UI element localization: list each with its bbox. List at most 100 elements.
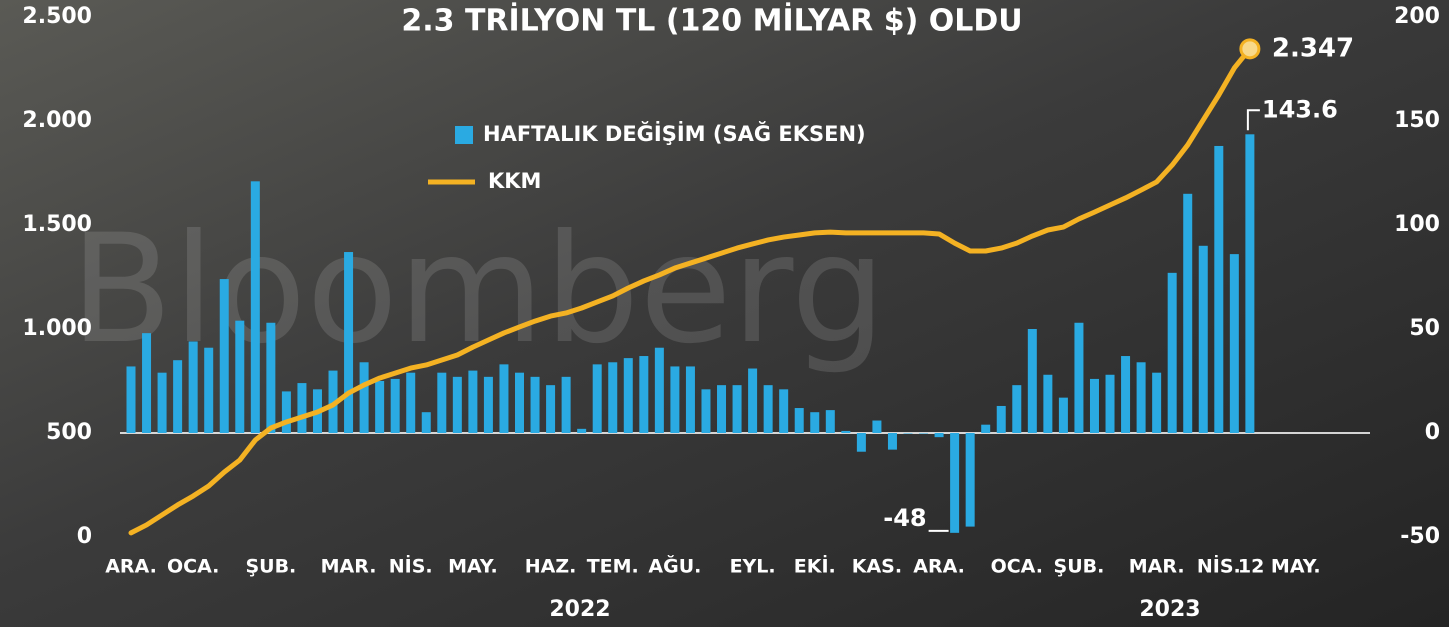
y2-tick-label: -50: [1400, 524, 1440, 549]
bar: [779, 389, 788, 433]
bar: [857, 433, 866, 452]
bar: [422, 412, 431, 433]
bar: [391, 379, 400, 433]
bar: [251, 181, 260, 433]
x-tick-label: EKİ.: [794, 554, 836, 578]
bar-value-label: 143.6: [1262, 95, 1338, 123]
bar: [360, 362, 369, 433]
bar: [935, 433, 944, 437]
bar: [142, 333, 151, 433]
bar: [344, 252, 353, 433]
bar: [1090, 379, 1099, 433]
x-tick-label: TEM.: [587, 556, 639, 578]
x-tick-label: AĞU.: [648, 554, 701, 578]
bar: [904, 433, 913, 434]
y-tick-label: 1.500: [22, 212, 92, 237]
bar: [717, 385, 726, 433]
bar: [1168, 273, 1177, 433]
y2-tick-label: 200: [1394, 4, 1440, 29]
bar: [593, 364, 602, 433]
bar: [841, 431, 850, 433]
bar: [701, 389, 710, 433]
bar: [468, 371, 477, 433]
x-tick-label: 12 MAY.: [1238, 556, 1321, 578]
bar: [624, 358, 633, 433]
bar-value-label: -48: [883, 504, 926, 532]
y2-tick-label: 0: [1425, 420, 1440, 445]
y-tick-label: 2.500: [22, 4, 92, 29]
line-value-label: 2.347: [1272, 33, 1354, 63]
bar: [826, 410, 835, 433]
bar: [531, 377, 540, 433]
bar: [888, 433, 897, 450]
y2-tick-label: 100: [1394, 212, 1440, 237]
bar: [515, 373, 524, 433]
bar: [1199, 246, 1208, 433]
x-tick-label: NİS.: [389, 554, 433, 578]
x-tick-label: HAZ.: [525, 556, 577, 578]
chart-title: 2.3 TRİLYON TL (120 MİLYAR $) OLDU: [401, 3, 1022, 39]
bar: [220, 279, 229, 433]
bar: [406, 373, 415, 433]
legend-label: KKM: [488, 169, 541, 193]
bar: [764, 385, 773, 433]
bar: [1074, 323, 1083, 433]
x-tick-label: ŞUB.: [245, 556, 296, 578]
x-tick-label: ARA.: [913, 556, 965, 578]
bar: [950, 433, 959, 533]
year-label: 2022: [549, 597, 610, 622]
bar: [733, 385, 742, 433]
y-tick-label: 0: [77, 524, 92, 549]
bar: [158, 373, 167, 433]
x-tick-label: EYL.: [730, 556, 776, 578]
bar: [981, 425, 990, 433]
y-tick-label: 1.000: [22, 316, 92, 341]
bar: [1230, 254, 1239, 433]
bar: [484, 377, 493, 433]
y-tick-label: 2.000: [22, 108, 92, 133]
x-tick-label: ARA.: [105, 556, 157, 578]
x-tick-label: ŞUB.: [1054, 556, 1105, 578]
legend-label: HAFTALIK DEĞİŞİM (SAĞ EKSEN): [483, 121, 866, 146]
page: {"chart_data": { "type": "bar-line", "ti…: [0, 0, 1449, 627]
bar: [639, 356, 648, 433]
chart: Bloomberg 2.3 TRİLYON TL (120 MİLYAR $) …: [0, 0, 1449, 627]
x-tick-label: MAR.: [1129, 556, 1185, 578]
bar: [297, 383, 306, 433]
y2-tick-label: 150: [1394, 108, 1440, 133]
bar: [1121, 356, 1130, 433]
bar: [282, 391, 291, 433]
bar: [1183, 194, 1192, 433]
end-point: [1241, 40, 1259, 58]
y2-tick-label: 50: [1409, 316, 1440, 341]
x-tick-label: OCA.: [167, 556, 219, 578]
bar: [670, 366, 679, 433]
bar: [173, 360, 182, 433]
bar: [235, 321, 244, 433]
bar: [546, 385, 555, 433]
year-label: 2023: [1139, 597, 1200, 622]
bar: [919, 433, 928, 434]
x-tick-label: MAR.: [321, 556, 377, 578]
x-tick-label: MAY.: [448, 556, 498, 578]
bar: [562, 377, 571, 433]
x-tick-label: NİS.: [1197, 554, 1241, 578]
bar: [1245, 134, 1254, 433]
bar: [127, 366, 136, 433]
bar: [608, 362, 617, 433]
bar: [437, 373, 446, 433]
bar: [997, 406, 1006, 433]
bar: [204, 348, 213, 433]
bar: [1214, 146, 1223, 433]
bar: [375, 381, 384, 433]
bar: [189, 341, 198, 433]
bar: [1152, 373, 1161, 433]
x-tick-label: KAS.: [852, 556, 902, 578]
bar: [686, 366, 695, 433]
bar: [966, 433, 975, 527]
bar: [1028, 329, 1037, 433]
legend-swatch: [455, 126, 473, 144]
bar: [453, 377, 462, 433]
bar: [655, 348, 664, 433]
bar: [1043, 375, 1052, 433]
